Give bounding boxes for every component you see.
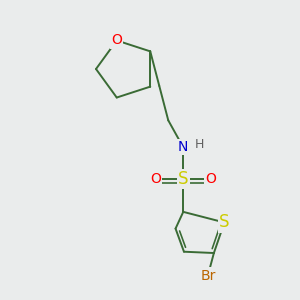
Text: N: N: [178, 140, 188, 154]
Text: S: S: [219, 214, 230, 232]
Text: O: O: [150, 172, 161, 186]
Text: H: H: [195, 138, 205, 151]
Text: S: S: [178, 170, 188, 188]
Text: O: O: [111, 34, 122, 47]
Text: O: O: [206, 172, 216, 186]
Text: Br: Br: [200, 268, 216, 283]
